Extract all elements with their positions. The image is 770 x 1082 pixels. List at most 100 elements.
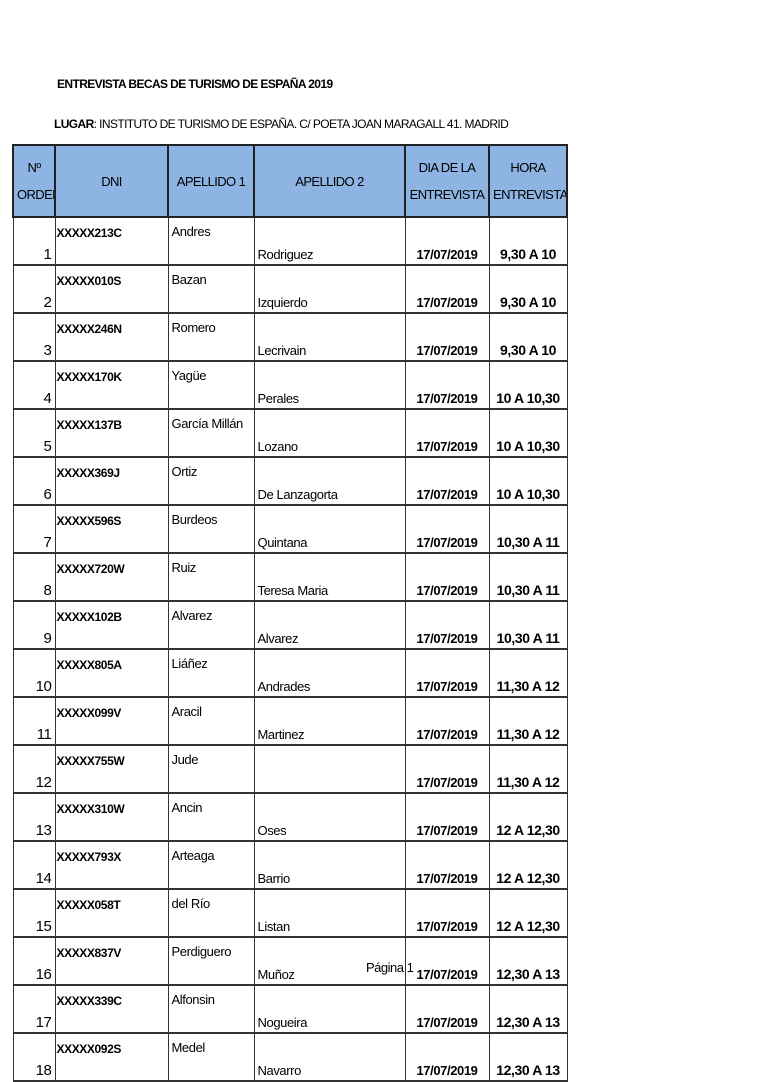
cell-hora: 10 A 10,30: [488, 360, 568, 410]
cell-dni: XXXXX170K: [54, 360, 169, 410]
cell-dia: 17/07/2019: [404, 936, 490, 986]
cell-apellido2: Martinez: [253, 696, 406, 746]
cell-orden: 16: [12, 936, 56, 986]
cell-apellido2: Teresa Maria: [253, 552, 406, 602]
cell-apellido2: Lozano: [253, 408, 406, 458]
cell-dia: 17/07/2019: [404, 504, 490, 554]
cell-apellido2: Perales: [253, 360, 406, 410]
cell-dia: 17/07/2019: [404, 744, 490, 794]
cell-orden: 18: [12, 1032, 56, 1082]
cell-dia: 17/07/2019: [404, 552, 490, 602]
table-row: 3 XXXXX246N Romero Lecrivain 17/07/2019 9,30 …: [12, 312, 568, 362]
table-row: 12 XXXXX755W Jude 17/07/2019 11,30 A 12: [12, 744, 568, 794]
cell-apellido1: Jude: [167, 744, 255, 794]
header-apellido1: APELLIDO 1: [167, 144, 255, 218]
cell-hora: 11,30 A 12: [488, 744, 568, 794]
cell-dia: 17/07/2019: [404, 648, 490, 698]
cell-dia: 17/07/2019: [404, 840, 490, 890]
cell-dia: 17/07/2019: [404, 984, 490, 1034]
cell-hora: 9,30 A 10: [488, 264, 568, 314]
table-row: 9 XXXXX102B Alvarez Alvarez 17/07/2019 10,30 …: [12, 600, 568, 650]
interview-table: NºORDEN DNI APELLIDO 1 APELLIDO 2 DIA DE…: [12, 144, 568, 1082]
cell-hora: 12,30 A 13: [488, 936, 568, 986]
cell-hora: 10 A 10,30: [488, 456, 568, 506]
cell-dni: XXXXX102B: [54, 600, 169, 650]
table-row: 1 XXXXX213C Andres Rodriguez 17/07/2019 9,30 …: [12, 216, 568, 266]
cell-apellido1: Arteaga: [167, 840, 255, 890]
cell-apellido1: Romero: [167, 312, 255, 362]
table-row: 6 XXXXX369J Ortiz De Lanzagorta 17/07/2019 10…: [12, 456, 568, 506]
table-row: 2 XXXXX010S Bazan Izquierdo 17/07/2019 9,30 A…: [12, 264, 568, 314]
cell-hora: 12 A 12,30: [488, 888, 568, 938]
header-hora: HORA ENTREVISTA: [488, 144, 568, 218]
cell-dni: XXXXX246N: [54, 312, 169, 362]
cell-hora: 9,30 A 10: [488, 312, 568, 362]
header-apellido2: APELLIDO 2: [253, 144, 406, 218]
cell-orden: 7: [12, 504, 56, 554]
cell-dni: XXXXX099V: [54, 696, 169, 746]
cell-dni: XXXXX010S: [54, 264, 169, 314]
cell-hora: 12 A 12,30: [488, 840, 568, 890]
table-row: 4 XXXXX170K Yagüe Perales 17/07/2019 10 A 10,…: [12, 360, 568, 410]
table-row: 13 XXXXX310W Ancin Oses 17/07/2019 12 A 12,30: [12, 792, 568, 842]
cell-apellido2: De Lanzagorta: [253, 456, 406, 506]
cell-orden: 4: [12, 360, 56, 410]
table-row: 11 XXXXX099V Aracil Martinez 17/07/2019 11,30…: [12, 696, 568, 746]
table-row: 15 XXXXX058T del Río Listan 17/07/2019 12 A 1…: [12, 888, 568, 938]
cell-dia: 17/07/2019: [404, 456, 490, 506]
cell-apellido2: Andrades: [253, 648, 406, 698]
cell-hora: 11,30 A 12: [488, 648, 568, 698]
cell-apellido1: del Río: [167, 888, 255, 938]
cell-dni: XXXXX137B: [54, 408, 169, 458]
table-row: 10 XXXXX805A Liáñez Andrades 17/07/2019 11,30…: [12, 648, 568, 698]
cell-apellido1: Andres: [167, 216, 255, 266]
cell-dia: 17/07/2019: [404, 216, 490, 266]
table-row: 17 XXXXX339C Alfonsin Nogueira 17/07/2019 12,…: [12, 984, 568, 1034]
cell-apellido1: Ortiz: [167, 456, 255, 506]
cell-orden: 1: [12, 216, 56, 266]
cell-dni: XXXXX092S: [54, 1032, 169, 1082]
cell-orden: 3: [12, 312, 56, 362]
cell-hora: 11,30 A 12: [488, 696, 568, 746]
cell-orden: 9: [12, 600, 56, 650]
cell-apellido1: Yagüe: [167, 360, 255, 410]
location-label: LUGAR: [54, 117, 94, 131]
location-line: LUGAR: INSTITUTO DE TURISMO DE ESPAÑA. C…: [54, 117, 509, 131]
cell-apellido2: [253, 744, 406, 794]
cell-orden: 8: [12, 552, 56, 602]
cell-dni: XXXXX058T: [54, 888, 169, 938]
cell-dia: 17/07/2019: [404, 312, 490, 362]
table-row: 18 XXXXX092S Medel Navarro 17/07/2019 12,30 A…: [12, 1032, 568, 1082]
cell-apellido1: Burdeos: [167, 504, 255, 554]
cell-apellido1: García Millán: [167, 408, 255, 458]
cell-dni: XXXXX837V: [54, 936, 169, 986]
cell-hora: 10,30 A 11: [488, 600, 568, 650]
cell-apellido1: Alfonsin: [167, 984, 255, 1034]
cell-orden: 12: [12, 744, 56, 794]
cell-dni: XXXXX310W: [54, 792, 169, 842]
cell-orden: 2: [12, 264, 56, 314]
cell-apellido2: Muñoz: [253, 936, 406, 986]
cell-dni: XXXXX805A: [54, 648, 169, 698]
cell-dia: 17/07/2019: [404, 792, 490, 842]
page-number: Página 1: [366, 960, 414, 975]
cell-apellido1: Ruiz: [167, 552, 255, 602]
cell-dni: XXXXX720W: [54, 552, 169, 602]
cell-dia: 17/07/2019: [404, 360, 490, 410]
cell-dia: 17/07/2019: [404, 888, 490, 938]
cell-apellido2: Nogueira: [253, 984, 406, 1034]
table-row: 14 XXXXX793X Arteaga Barrio 17/07/2019 12 A 1…: [12, 840, 568, 890]
cell-hora: 10,30 A 11: [488, 552, 568, 602]
table-row: 7 XXXXX596S Burdeos Quintana 17/07/2019 10,30…: [12, 504, 568, 554]
cell-orden: 15: [12, 888, 56, 938]
cell-apellido2: Oses: [253, 792, 406, 842]
cell-hora: 12,30 A 13: [488, 1032, 568, 1082]
document-title: ENTREVISTA BECAS DE TURISMO DE ESPAÑA 20…: [57, 77, 333, 91]
cell-hora: 12 A 12,30: [488, 792, 568, 842]
cell-orden: 13: [12, 792, 56, 842]
cell-dia: 17/07/2019: [404, 600, 490, 650]
cell-orden: 5: [12, 408, 56, 458]
cell-orden: 6: [12, 456, 56, 506]
cell-dia: 17/07/2019: [404, 696, 490, 746]
table-header-row: NºORDEN DNI APELLIDO 1 APELLIDO 2 DIA DE…: [12, 144, 568, 218]
